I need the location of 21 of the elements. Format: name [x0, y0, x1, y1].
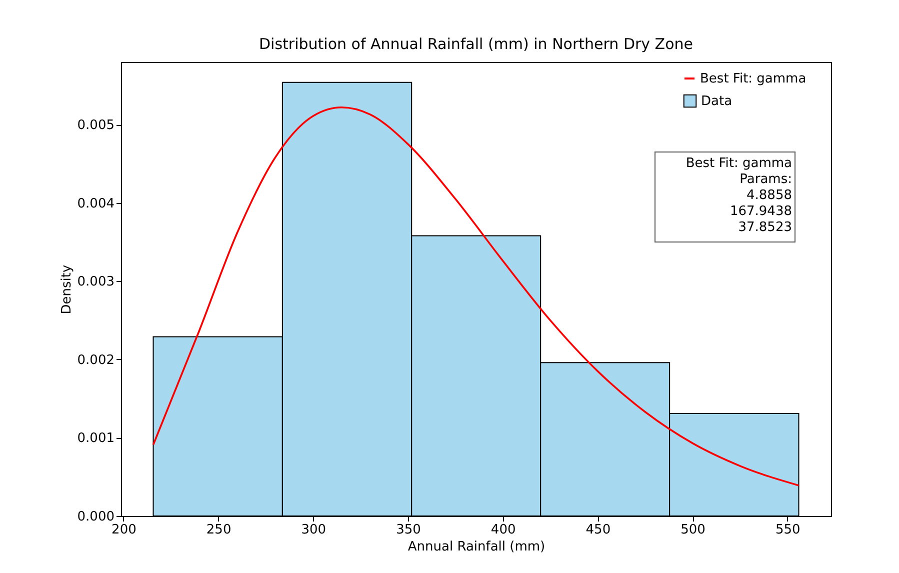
x-tick-label: 500: [680, 522, 706, 538]
y-tick-label: 0.001: [77, 431, 114, 446]
x-tick-label: 400: [490, 522, 516, 538]
x-tick-label: 200: [112, 522, 136, 538]
x-tick-label: 450: [586, 522, 611, 538]
x-tick-label: 300: [301, 522, 326, 538]
x-tick-label: 250: [206, 522, 232, 538]
line-series: [152, 106, 800, 486]
legend-label: Data: [701, 94, 732, 109]
x-axis-title: Annual Rainfall (mm): [408, 540, 546, 554]
y-tick-label: 0.002: [77, 352, 114, 368]
y-tick-label: 0.000: [77, 510, 114, 524]
x-tick-label: 550: [775, 522, 800, 538]
legend-label: Best Fit: gamma: [700, 72, 806, 86]
y-tick-label: 0.004: [77, 196, 114, 212]
x-tick-label: 350: [396, 522, 421, 538]
y-tick-label: 0.003: [77, 274, 114, 290]
chart-title: Distribution of Annual Rainfall (mm) in Northern Dry Zone: [259, 35, 693, 53]
y-axis-title: Density: [59, 264, 74, 314]
annotation: Best Fit: gamma Params: 4.8858 167.9438 37.8523: [686, 156, 792, 235]
y-tick-label: 0.005: [77, 118, 114, 134]
